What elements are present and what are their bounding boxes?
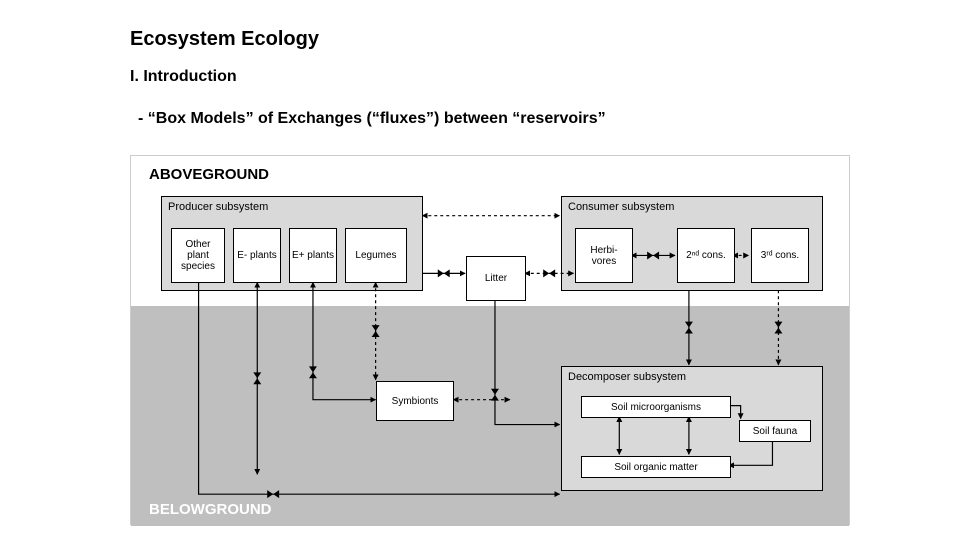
box-soil_micro: Soil microorganisms — [581, 396, 731, 418]
box-e_plus: E+ plants — [289, 228, 337, 283]
box-symbionts: Symbionts — [376, 381, 454, 421]
subsystem-label-producer: Producer subsystem — [168, 201, 268, 213]
subsystem-label-decomposer: Decomposer subsystem — [568, 371, 686, 383]
box-e_minus: E- plants — [233, 228, 281, 283]
box-other_plant: Other plant species — [171, 228, 225, 283]
subtitle: - “Box Models” of Exchanges (“fluxes”) b… — [138, 110, 606, 128]
section-heading: I. Introduction — [130, 68, 237, 86]
box-legumes: Legumes — [345, 228, 407, 283]
box-soil_org: Soil organic matter — [581, 456, 731, 478]
valve-icon — [438, 269, 450, 277]
subsystem-label-consumer: Consumer subsystem — [568, 201, 674, 213]
aboveground-label: ABOVEGROUND — [149, 166, 269, 183]
valve-icon — [543, 269, 555, 277]
belowground-label: BELOWGROUND — [149, 501, 272, 518]
ecosystem-diagram: ABOVEGROUND BELOWGROUND Producer subsyst… — [130, 155, 850, 525]
box-litter: Litter — [466, 256, 526, 301]
page-title: Ecosystem Ecology — [130, 28, 319, 51]
box-cons3: 3ʳᵈ cons. — [751, 228, 809, 283]
box-cons2: 2ⁿᵈ cons. — [677, 228, 735, 283]
box-herbi: Herbi- vores — [575, 228, 633, 283]
box-soil_fauna: Soil fauna — [739, 420, 811, 442]
